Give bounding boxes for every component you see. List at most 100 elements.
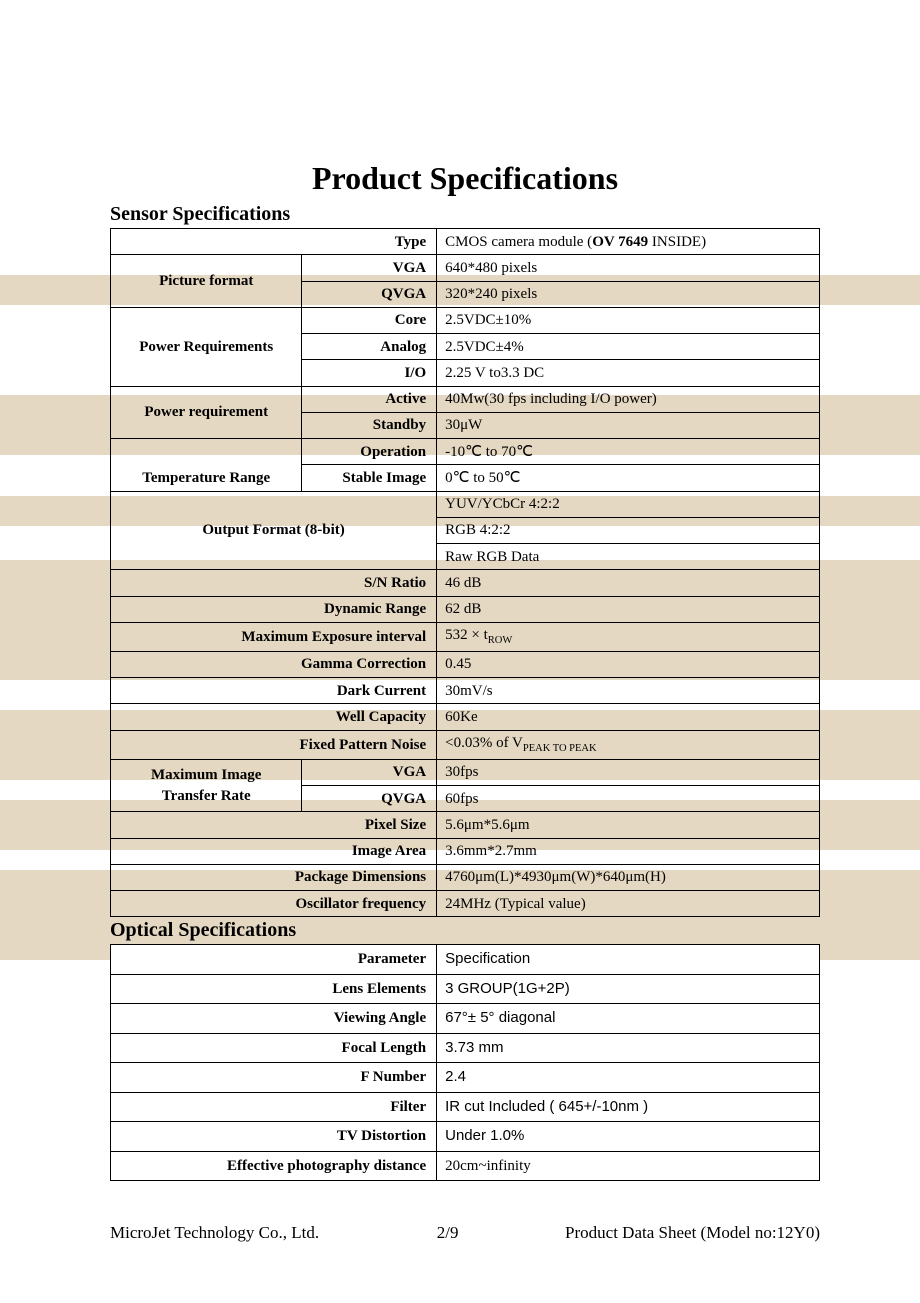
section-optical-heading: Optical Specifications xyxy=(110,919,820,942)
row-label: Fixed Pattern Noise xyxy=(111,730,437,759)
row-group-label: Power requirement xyxy=(111,386,302,439)
row-value: 30fps xyxy=(437,759,820,785)
row-value: 532 × tROW xyxy=(437,622,820,651)
row-group-label: Temperature Range xyxy=(111,439,302,492)
table-row: Oscillator frequency24MHz (Typical value… xyxy=(111,891,820,917)
row-label: Focal Length xyxy=(111,1033,437,1063)
page-title: Product Specifications xyxy=(110,160,820,197)
row-label: S/N Ratio xyxy=(111,570,437,596)
row-sublabel: I/O xyxy=(302,360,437,386)
row-value: 3 GROUP(1G+2P) xyxy=(437,974,820,1004)
table-row: Image Area3.6mm*2.7mm xyxy=(111,838,820,864)
row-group-label: Picture format xyxy=(111,255,302,308)
sensor-spec-table: TypeCMOS camera module (OV 7649 INSIDE)P… xyxy=(110,228,820,917)
row-label: Maximum Exposure interval xyxy=(111,622,437,651)
table-row: Package Dimensions4760μm(L)*4930μm(W)*64… xyxy=(111,864,820,890)
section-sensor-heading: Sensor Specifications xyxy=(110,203,820,226)
table-row: TypeCMOS camera module (OV 7649 INSIDE) xyxy=(111,229,820,255)
table-row: Pixel Size5.6μm*5.6μm xyxy=(111,812,820,838)
row-value: 60fps xyxy=(437,786,820,812)
row-value: 0℃ to 50℃ xyxy=(437,465,820,491)
optical-spec-table: ParameterSpecificationLens Elements3 GRO… xyxy=(110,944,820,1181)
table-row: F Number2.4 xyxy=(111,1063,820,1093)
row-group-label: Maximum ImageTransfer Rate xyxy=(111,759,302,812)
row-sublabel: QVGA xyxy=(302,281,437,307)
table-row: Fixed Pattern Noise<0.03% of VPEAK TO PE… xyxy=(111,730,820,759)
row-value: -10℃ to 70℃ xyxy=(437,439,820,465)
row-sublabel: Core xyxy=(302,307,437,333)
row-label: Gamma Correction xyxy=(111,651,437,677)
row-value: 67°± 5° diagonal xyxy=(437,1004,820,1034)
row-value: 640*480 pixels xyxy=(437,255,820,281)
table-row: Focal Length3.73 mm xyxy=(111,1033,820,1063)
table-row: Dynamic Range62 dB xyxy=(111,596,820,622)
row-value: 30μW xyxy=(437,412,820,438)
row-sublabel: VGA xyxy=(302,255,437,281)
footer-company: MicroJet Technology Co., Ltd. xyxy=(110,1223,319,1243)
table-row: FilterIR cut Included ( 645+/-10nm ) xyxy=(111,1092,820,1122)
row-value: 40Mw(30 fps including I/O power) xyxy=(437,386,820,412)
row-value: RGB 4:2:2 xyxy=(437,517,820,543)
row-label: Pixel Size xyxy=(111,812,437,838)
row-label: Filter xyxy=(111,1092,437,1122)
page-footer: MicroJet Technology Co., Ltd. 2/9 Produc… xyxy=(110,1223,820,1243)
row-value: 62 dB xyxy=(437,596,820,622)
table-row: Dark Current30mV/s xyxy=(111,678,820,704)
footer-page-number: 2/9 xyxy=(437,1223,459,1243)
row-sublabel: Analog xyxy=(302,334,437,360)
row-value: 3.73 mm xyxy=(437,1033,820,1063)
row-value: 0.45 xyxy=(437,651,820,677)
row-label: Type xyxy=(111,229,437,255)
row-label: Effective photography distance xyxy=(111,1151,437,1181)
row-value: 60Ke xyxy=(437,704,820,730)
table-row: Picture formatVGA640*480 pixels xyxy=(111,255,820,281)
table-row: Output Format (8-bit)YUV/YCbCr 4:2:2 xyxy=(111,491,820,517)
row-label: F Number xyxy=(111,1063,437,1093)
table-row: Power requirementActive40Mw(30 fps inclu… xyxy=(111,386,820,412)
table-row: Power RequirementsCore2.5VDC±10% xyxy=(111,307,820,333)
row-value: 30mV/s xyxy=(437,678,820,704)
row-value: 5.6μm*5.6μm xyxy=(437,812,820,838)
row-group-label: Power Requirements xyxy=(111,307,302,386)
table-row: Maximum Exposure interval532 × tROW xyxy=(111,622,820,651)
table-row: ParameterSpecification xyxy=(111,945,820,975)
row-sublabel: Stable Image xyxy=(302,465,437,491)
row-value: CMOS camera module (OV 7649 INSIDE) xyxy=(437,229,820,255)
row-label: Lens Elements xyxy=(111,974,437,1004)
table-row: Gamma Correction0.45 xyxy=(111,651,820,677)
row-value: 2.4 xyxy=(437,1063,820,1093)
row-sublabel: VGA xyxy=(302,759,437,785)
row-value: <0.03% of VPEAK TO PEAK xyxy=(437,730,820,759)
row-label: Output Format (8-bit) xyxy=(111,491,437,570)
table-row: Viewing Angle67°± 5° diagonal xyxy=(111,1004,820,1034)
row-label: Package Dimensions xyxy=(111,864,437,890)
row-value: 320*240 pixels xyxy=(437,281,820,307)
row-value: 2.25 V to3.3 DC xyxy=(437,360,820,386)
table-row: S/N Ratio46 dB xyxy=(111,570,820,596)
row-sublabel: QVGA xyxy=(302,786,437,812)
row-value: 24MHz (Typical value) xyxy=(437,891,820,917)
row-label: Oscillator frequency xyxy=(111,891,437,917)
row-value: 46 dB xyxy=(437,570,820,596)
table-row: Lens Elements3 GROUP(1G+2P) xyxy=(111,974,820,1004)
page-content: Product Specifications Sensor Specificat… xyxy=(0,0,920,1181)
row-value: Raw RGB Data xyxy=(437,544,820,570)
footer-doc-title: Product Data Sheet (Model no:12Y0) xyxy=(565,1223,820,1243)
row-value: 2.5VDC±4% xyxy=(437,334,820,360)
table-row: TV DistortionUnder 1.0% xyxy=(111,1122,820,1152)
table-row: Temperature RangeOperation-10℃ to 70℃ xyxy=(111,439,820,465)
row-label: TV Distortion xyxy=(111,1122,437,1152)
row-sublabel: Standby xyxy=(302,412,437,438)
row-value: 3.6mm*2.7mm xyxy=(437,838,820,864)
table-row: Well Capacity60Ke xyxy=(111,704,820,730)
row-sublabel: Active xyxy=(302,386,437,412)
row-label: Viewing Angle xyxy=(111,1004,437,1034)
row-label: Well Capacity xyxy=(111,704,437,730)
row-value: 4760μm(L)*4930μm(W)*640μm(H) xyxy=(437,864,820,890)
row-label: Dynamic Range xyxy=(111,596,437,622)
row-label: Parameter xyxy=(111,945,437,975)
row-value: YUV/YCbCr 4:2:2 xyxy=(437,491,820,517)
row-label: Dark Current xyxy=(111,678,437,704)
row-label: Image Area xyxy=(111,838,437,864)
row-sublabel: Operation xyxy=(302,439,437,465)
